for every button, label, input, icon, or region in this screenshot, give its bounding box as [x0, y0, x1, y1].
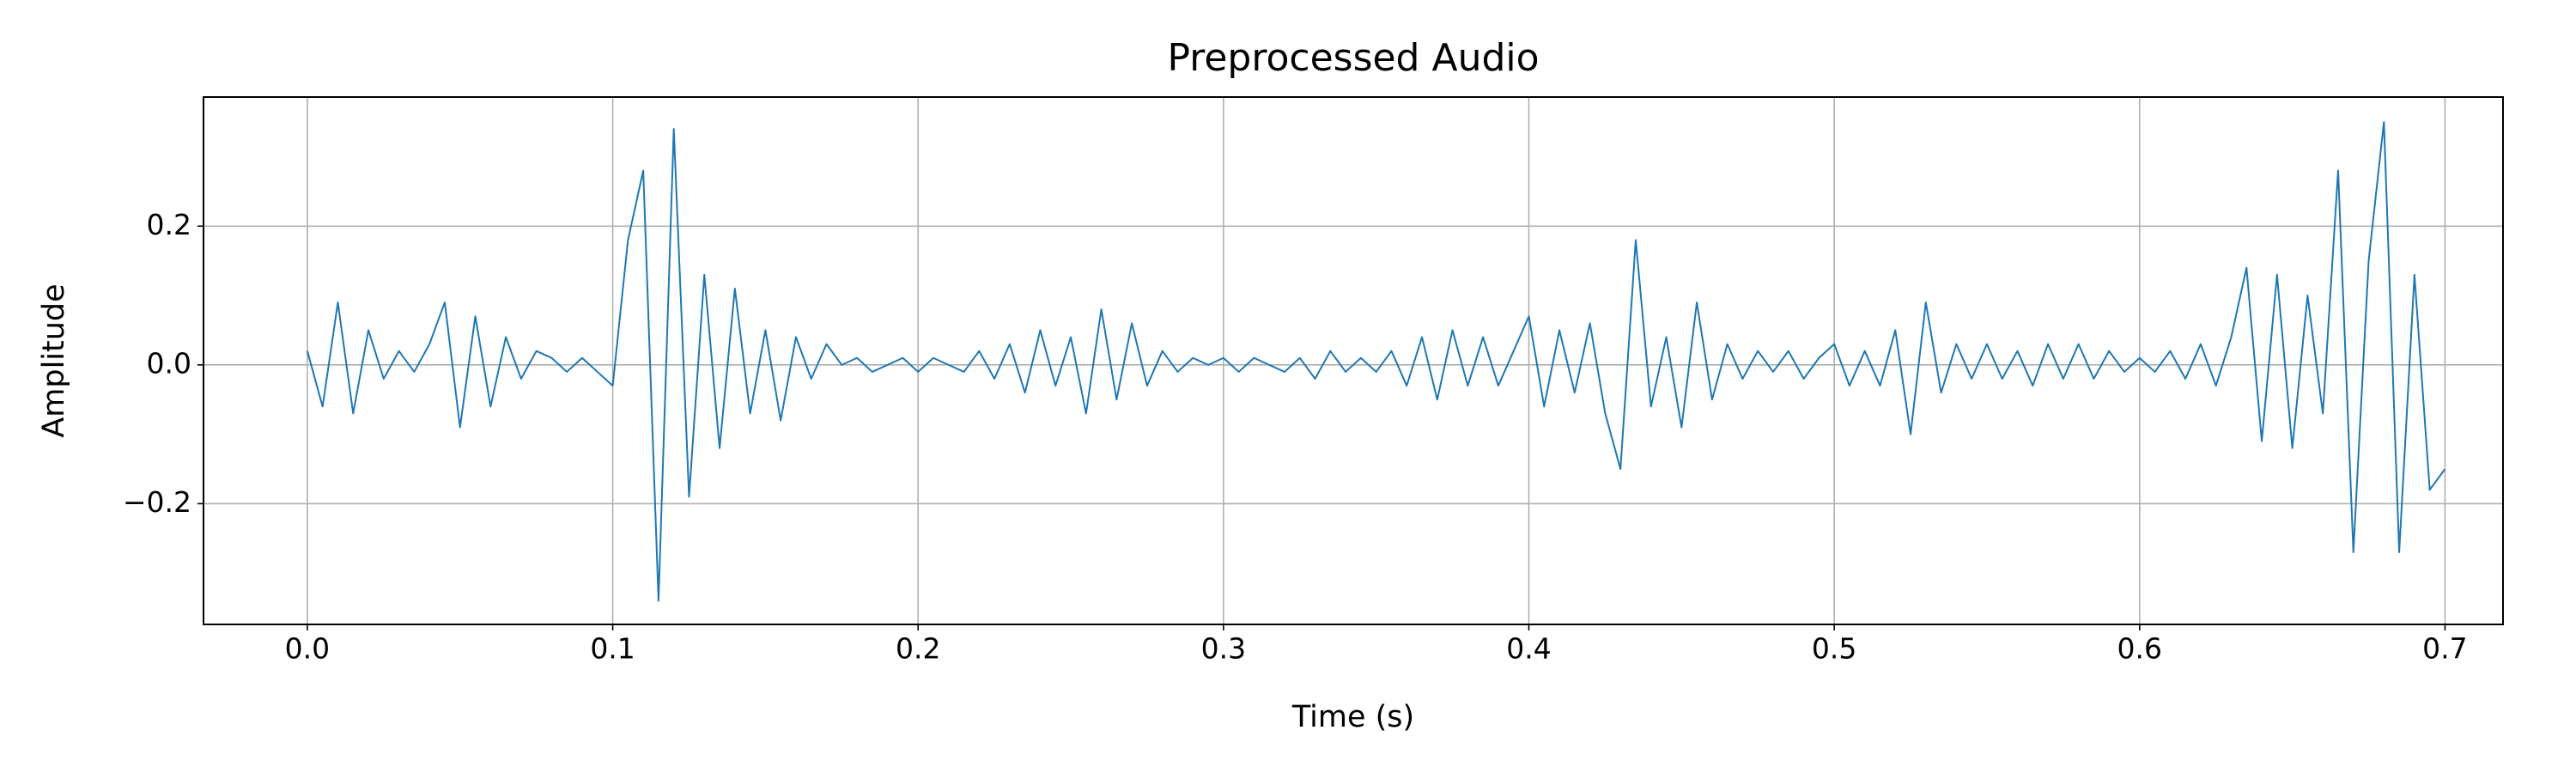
x-tick-label: 0.1: [590, 632, 635, 666]
x-tick-label: 0.0: [285, 632, 330, 666]
y-axis-label: Amplitude: [37, 283, 71, 437]
waveform: [306, 121, 2446, 602]
y-tick-label: 0.0: [147, 346, 191, 380]
x-tick-label: 0.2: [896, 632, 940, 666]
chart-title: Preprocessed Audio: [1167, 36, 1539, 80]
plot-frame: [203, 96, 2504, 625]
x-tick-label: 0.6: [2117, 632, 2162, 666]
x-tick-label: 0.4: [1506, 632, 1551, 666]
x-tick-label: 0.7: [2422, 632, 2467, 666]
y-tick-label: −0.2: [123, 485, 191, 519]
x-axis-label: Time (s): [1291, 700, 1414, 734]
x-tick-label: 0.3: [1201, 632, 1246, 666]
y-tick-label: 0.2: [147, 208, 191, 241]
x-tick-label: 0.5: [1812, 632, 1856, 666]
